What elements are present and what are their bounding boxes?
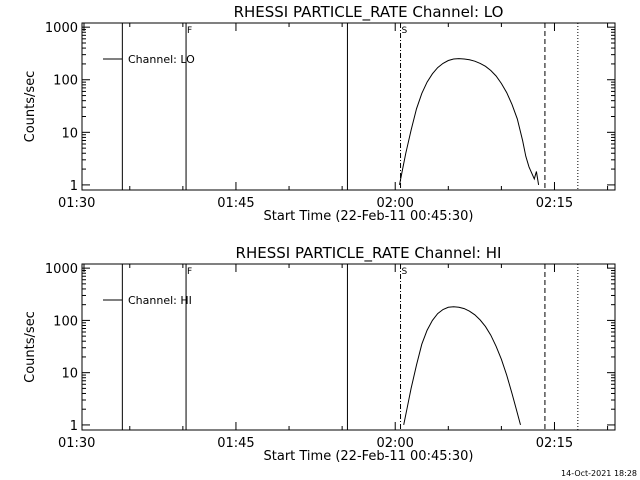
event-flag-label: F xyxy=(187,26,192,36)
footer-timestamp: 14-Oct-2021 18:28 xyxy=(561,469,637,478)
y-axis-label: Counts/sec xyxy=(23,311,38,383)
y-tick-label: 10 xyxy=(61,126,78,141)
plot-frame xyxy=(81,263,616,431)
x-tick-label: 01:30 xyxy=(58,196,95,211)
plot-frame xyxy=(81,22,616,191)
y-tick-label: 10 xyxy=(61,367,78,382)
x-tick-label: 01:45 xyxy=(217,436,254,451)
y-tick-label: 1 xyxy=(70,179,78,194)
legend-entry: Channel: HI xyxy=(128,294,192,307)
event-flag-label: S xyxy=(402,267,408,277)
event-flag-label: F xyxy=(187,267,192,277)
x-tick-label: 02:00 xyxy=(376,436,413,451)
x-tick-label: 02:15 xyxy=(536,196,573,211)
x-tick-label: 02:00 xyxy=(376,196,413,211)
lo-channel-panel: RHESSI PARTICLE_RATE Channel: LO 1 10 100 10… xyxy=(23,3,616,224)
x-tick-label: 01:30 xyxy=(58,436,95,451)
y-tick-label: 1000 xyxy=(45,262,78,277)
x-axis-label: Start Time (22-Feb-11 00:45:30) xyxy=(264,449,474,464)
series-line xyxy=(403,306,521,426)
y-axis-label: Counts/sec xyxy=(23,71,38,143)
y-tick-label: 1000 xyxy=(45,21,78,36)
y-tick-label: 100 xyxy=(53,314,78,329)
chart-title: RHESSI PARTICLE_RATE Channel: HI xyxy=(236,244,502,263)
x-tick-label: 02:15 xyxy=(536,436,573,451)
legend-entry: Channel: LO xyxy=(128,53,195,66)
x-axis-label: Start Time (22-Feb-11 00:45:30) xyxy=(264,209,474,224)
y-tick-label: 1 xyxy=(70,419,78,434)
x-tick-label: 01:45 xyxy=(217,196,254,211)
hi-channel-panel: RHESSI PARTICLE_RATE Channel: HI 1 10 100 10… xyxy=(23,244,616,464)
y-tick-label: 100 xyxy=(53,74,78,89)
series-line xyxy=(399,58,540,185)
chart-title: RHESSI PARTICLE_RATE Channel: LO xyxy=(234,3,504,22)
event-flag-label: S xyxy=(402,26,408,36)
